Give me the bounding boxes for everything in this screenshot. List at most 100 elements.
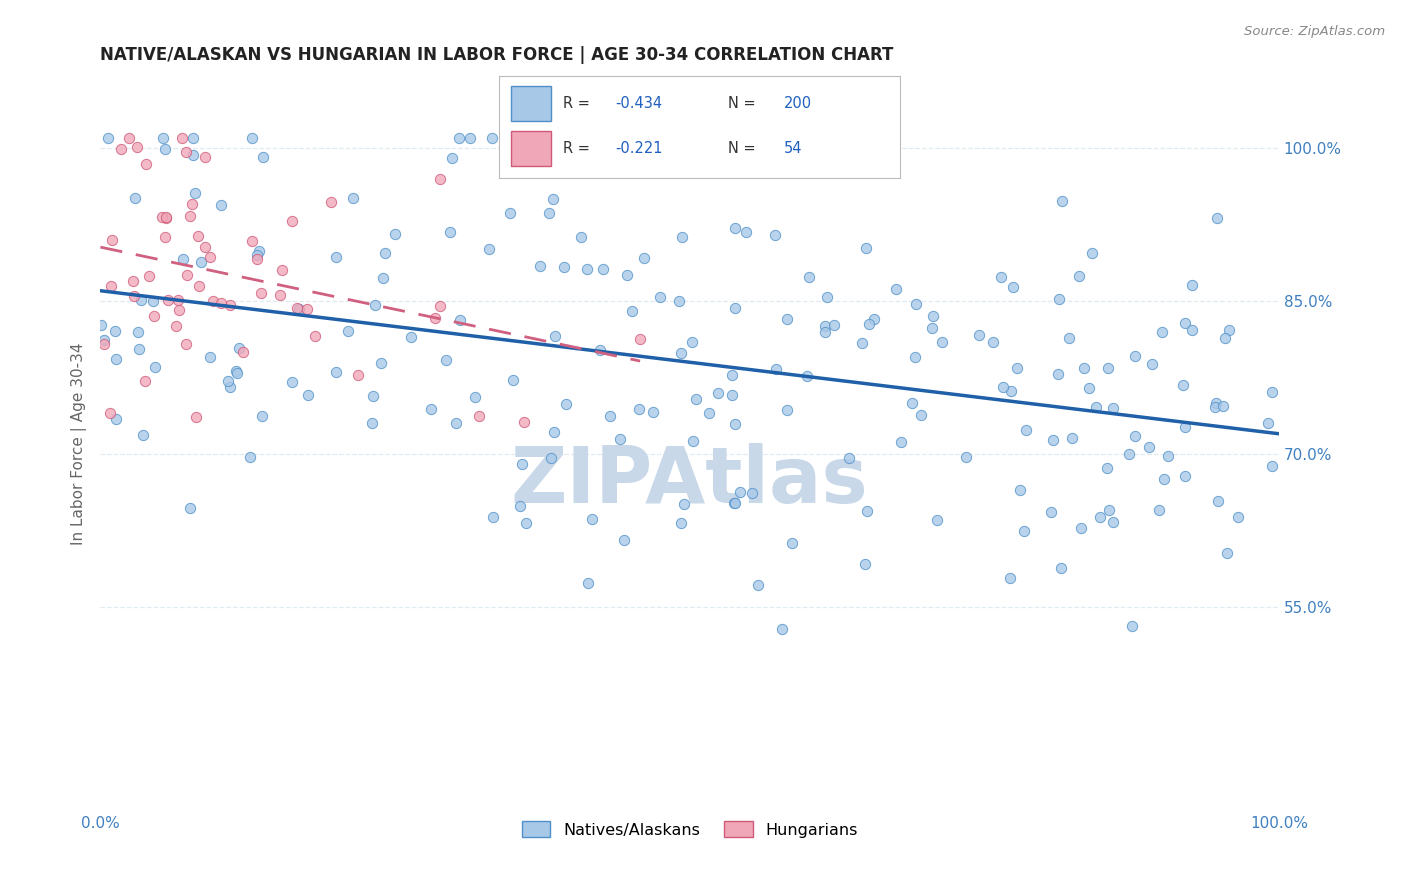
Point (142, 309, 165, 323)
Point (815, 289, 838, 303)
Point (1095, 460, 1118, 475)
Point (239, 450, 262, 464)
Point (371, 270, 394, 285)
Point (201, 293, 224, 308)
Point (991, 380, 1014, 394)
Bar (512, 87, 551, 121)
Point (468, 409, 491, 423)
Point (183, 131, 205, 145)
Point (464, 390, 486, 404)
Point (165, 318, 187, 333)
Point (124, 191, 146, 205)
Point (544, 329, 567, 343)
Point (252, 150, 274, 164)
Point (724, 417, 747, 431)
Text: -0.434: -0.434 (616, 96, 662, 111)
Point (823, 318, 845, 332)
Point (981, 334, 1004, 349)
Point (1171, 377, 1194, 392)
Point (444, 416, 467, 430)
Point (910, 408, 932, 422)
Point (543, 425, 565, 439)
Point (374, 245, 396, 260)
Point (304, 329, 326, 343)
Point (419, 402, 441, 417)
Y-axis label: In Labor Force | Age 30-34: In Labor Force | Age 30-34 (72, 343, 87, 546)
Point (209, 296, 232, 310)
Point (838, 451, 860, 466)
Point (325, 365, 347, 379)
Point (775, 311, 797, 326)
Point (179, 209, 201, 223)
Text: 200: 200 (783, 96, 811, 111)
Point (599, 409, 621, 423)
Point (782, 536, 804, 550)
Point (481, 131, 503, 145)
Point (184, 409, 207, 424)
Point (735, 225, 758, 239)
Point (581, 512, 603, 526)
Point (1123, 350, 1146, 364)
Point (179, 501, 201, 516)
Point (723, 496, 745, 510)
Point (439, 225, 461, 239)
Point (609, 433, 631, 447)
Point (671, 229, 693, 244)
Point (183, 186, 205, 200)
Point (628, 332, 651, 346)
Point (100, 233, 122, 247)
Point (1181, 323, 1204, 337)
Point (1012, 524, 1035, 538)
Point (851, 336, 873, 351)
Point (776, 403, 799, 417)
Point (1040, 504, 1063, 518)
Point (682, 434, 704, 449)
Point (240, 131, 263, 145)
Point (342, 191, 364, 205)
Point (128, 342, 150, 356)
Point (155, 210, 177, 224)
Point (931, 334, 953, 349)
Point (576, 261, 599, 276)
Point (157, 293, 180, 308)
Point (641, 405, 664, 419)
Point (1046, 367, 1069, 381)
Point (129, 293, 152, 308)
Point (1218, 323, 1240, 337)
Point (555, 396, 578, 410)
Point (1097, 360, 1119, 375)
Point (449, 313, 471, 327)
Text: 54: 54 (783, 141, 803, 156)
Point (770, 622, 793, 636)
Point (246, 252, 269, 266)
Point (990, 270, 1012, 285)
Point (853, 557, 876, 571)
Point (481, 510, 503, 524)
Point (153, 142, 176, 156)
Point (478, 242, 501, 256)
Point (1261, 385, 1284, 400)
Point (1226, 509, 1249, 524)
Point (671, 346, 693, 360)
Text: N =: N = (727, 141, 755, 156)
Point (796, 369, 818, 384)
Point (176, 268, 198, 282)
Point (1206, 493, 1229, 508)
Point (529, 259, 551, 273)
Point (509, 500, 531, 514)
Point (925, 513, 948, 527)
Point (724, 301, 747, 315)
Point (124, 289, 146, 303)
Point (252, 409, 274, 424)
Point (633, 251, 655, 265)
Point (346, 368, 368, 382)
Legend: Natives/Alaskans, Hungarians: Natives/Alaskans, Hungarians (515, 815, 865, 844)
Bar (512, 131, 551, 166)
Point (228, 341, 250, 355)
Point (1137, 440, 1160, 454)
Point (1000, 384, 1022, 398)
Point (1070, 521, 1092, 535)
Point (181, 196, 204, 211)
Point (1140, 357, 1163, 371)
Point (135, 157, 157, 171)
